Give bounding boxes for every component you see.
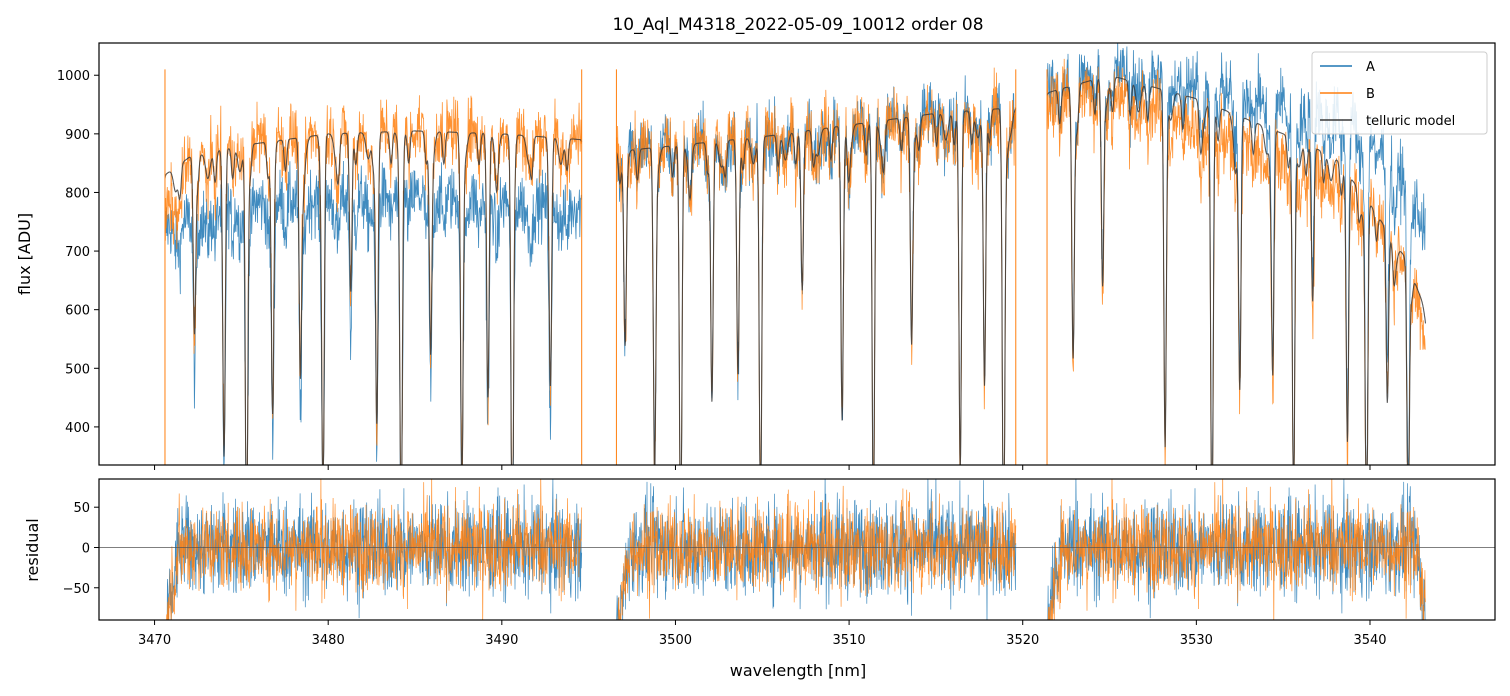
residual-ytick-label: 50 bbox=[73, 501, 90, 516]
flux-axis-ticks: 400 500 600 700 800 900 1000 bbox=[57, 69, 1371, 470]
residual-ytick-label: 0 bbox=[82, 541, 90, 556]
residual-plot-frame bbox=[98, 478, 1496, 621]
xtick-label: 3480 bbox=[312, 633, 345, 648]
legend-box bbox=[1311, 51, 1488, 135]
x-axis-label: wavelength [nm] bbox=[730, 661, 867, 680]
residual-plot: −50 0 50 3470 3480 3490 3500 3510 3520 3530 3540 r… bbox=[23, 478, 1496, 680]
flux-ytick-label: 700 bbox=[65, 245, 90, 260]
residual-y-axis-label: residual bbox=[23, 518, 42, 581]
residual-ytick-label: −50 bbox=[63, 582, 90, 597]
residual-axis-ticks: −50 0 50 3470 3480 3490 3500 3510 3520 3530 3540 bbox=[63, 501, 1387, 648]
flux-series-group bbox=[164, 43, 1427, 465]
telluric-model-line bbox=[164, 76, 1427, 465]
xtick-label: 3500 bbox=[659, 633, 692, 648]
flux-ytick-label: 400 bbox=[65, 421, 90, 436]
xtick-label: 3510 bbox=[833, 633, 866, 648]
flux-plot-frame bbox=[98, 42, 1496, 466]
residual-series-b bbox=[166, 479, 1426, 620]
legend-label-telluric: telluric model bbox=[1366, 114, 1455, 129]
chart-title: 10_Aql_M4318_2022-05-09_10012 order 08 bbox=[612, 15, 983, 35]
xtick-label: 3470 bbox=[138, 633, 171, 648]
xtick-label: 3520 bbox=[1006, 633, 1039, 648]
xtick-label: 3540 bbox=[1353, 633, 1386, 648]
flux-ytick-label: 900 bbox=[65, 128, 90, 143]
xtick-label: 3490 bbox=[485, 633, 518, 648]
flux-y-axis-label: flux [ADU] bbox=[15, 213, 34, 295]
flux-ytick-label: 800 bbox=[65, 186, 90, 201]
flux-plot: 400 500 600 700 800 900 1000 flux [ADU] A B te… bbox=[15, 42, 1496, 470]
legend-label-a: A bbox=[1366, 60, 1375, 75]
xtick-label: 3530 bbox=[1180, 633, 1213, 648]
flux-ytick-label: 600 bbox=[65, 304, 90, 319]
flux-ytick-label: 500 bbox=[65, 362, 90, 377]
flux-ytick-label: 1000 bbox=[57, 69, 90, 84]
legend-label-b: B bbox=[1366, 87, 1375, 102]
legend: A B telluric model bbox=[1311, 51, 1488, 135]
residual-series-group bbox=[99, 479, 1495, 620]
